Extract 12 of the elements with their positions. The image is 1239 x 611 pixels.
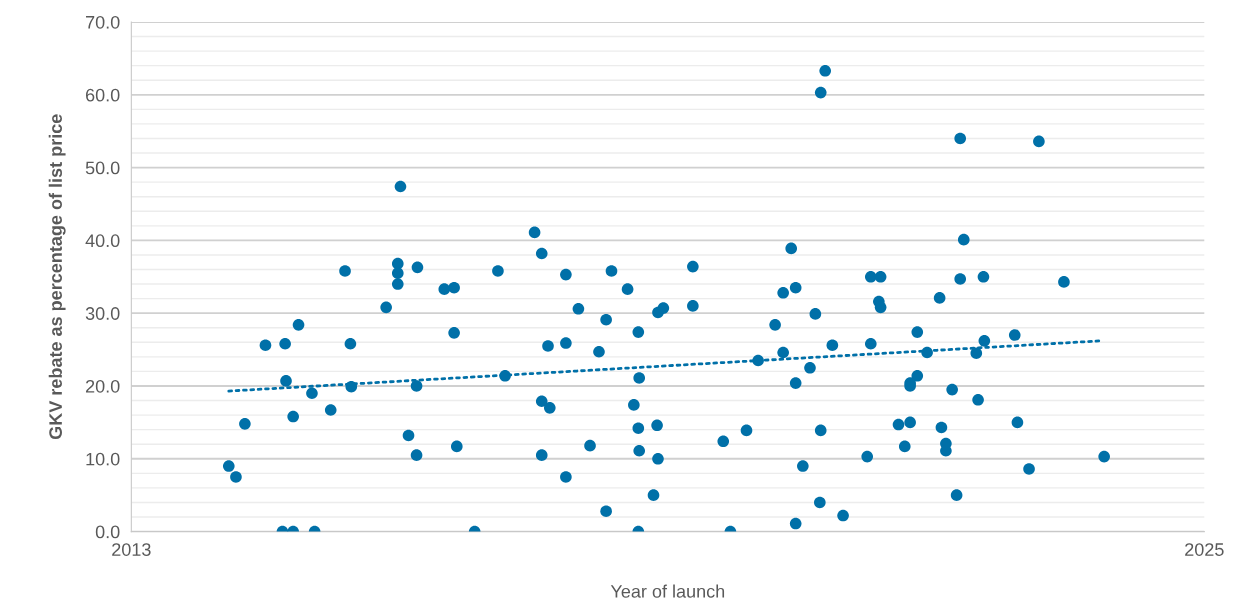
y-tick-label: 10.0: [86, 452, 120, 466]
y-axis-title: GKV rebate as percentage of list price: [48, 114, 66, 440]
x-axis-title: Year of launch: [610, 584, 725, 598]
y-tick-label: 50.0: [85, 161, 120, 175]
x-tick-label: 2013: [112, 543, 151, 556]
y-tick-label: 60.0: [86, 88, 120, 102]
y-tick-label: 20.0: [85, 379, 120, 393]
y-tick-label: 30.0: [85, 307, 120, 320]
y-tick-label: 40.0: [85, 234, 120, 248]
y-tick-label: 0.0: [95, 525, 120, 539]
x-tick-label: 2025: [1185, 543, 1224, 556]
y-tick-label: 70.0: [86, 15, 120, 29]
